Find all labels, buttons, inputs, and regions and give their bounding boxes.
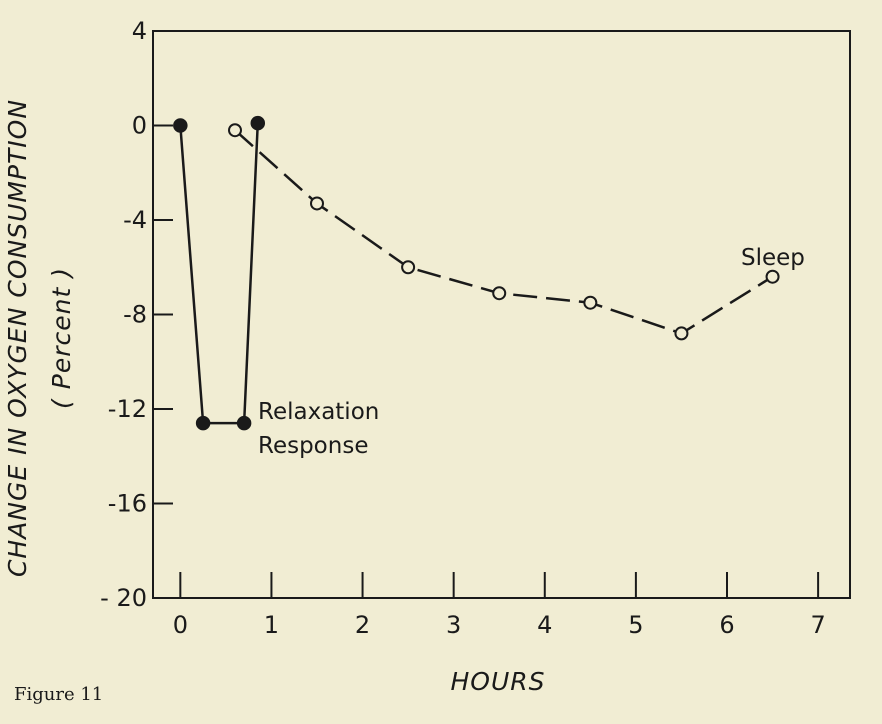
- x-tick-label: 4: [537, 611, 552, 639]
- y-tick-label: -16: [108, 490, 147, 518]
- y-tick-label: 0: [132, 112, 147, 140]
- data-point-sleep: [583, 295, 598, 310]
- data-point-sleep: [492, 286, 507, 301]
- annotation-relaxation: Relaxation: [258, 399, 379, 425]
- x-tick-label: 0: [173, 611, 188, 639]
- x-tick-label: 2: [355, 611, 370, 639]
- x-tick-label: 7: [810, 611, 825, 639]
- x-tick-label: 1: [264, 611, 279, 639]
- y-tick-label: -8: [123, 301, 147, 329]
- data-point-sleep: [310, 196, 324, 211]
- figure-caption: Figure 11: [14, 684, 104, 705]
- annotation-sleep: Sleep: [741, 245, 805, 271]
- y-tick-label: 4: [132, 17, 147, 45]
- data-point-sleep: [674, 326, 689, 341]
- y-axis-label: CHANGE IN OXYGEN CONSUMPTION: [3, 99, 32, 577]
- x-tick-label: 6: [719, 611, 734, 639]
- annotation-response: Response: [258, 433, 368, 459]
- x-axis: 0 1 2 3 4 5 6 7: [173, 572, 826, 639]
- series-line-sleep: [234, 129, 774, 335]
- data-point-relaxation-response: [236, 415, 252, 431]
- y-axis-sublabel: ( Percent ): [47, 267, 76, 409]
- y-axis: 4 0 -4 -8 -12 -16 - 20: [100, 17, 173, 612]
- data-point-sleep: [401, 260, 416, 275]
- y-tick-label: -4: [123, 206, 147, 234]
- series-layer: [173, 115, 780, 431]
- data-point-relaxation-response: [250, 115, 266, 131]
- data-point-sleep: [228, 123, 242, 138]
- data-point-sleep: [765, 269, 780, 284]
- data-point-relaxation-response: [173, 118, 188, 133]
- x-axis-label: HOURS: [450, 667, 545, 696]
- x-tick-label: 5: [628, 611, 643, 639]
- x-tick-label: 3: [446, 611, 461, 639]
- data-point-relaxation-response: [195, 415, 211, 431]
- y-tick-label: -12: [108, 395, 147, 423]
- y-tick-label: - 20: [100, 584, 147, 612]
- series-line-relaxation-response: [179, 123, 260, 425]
